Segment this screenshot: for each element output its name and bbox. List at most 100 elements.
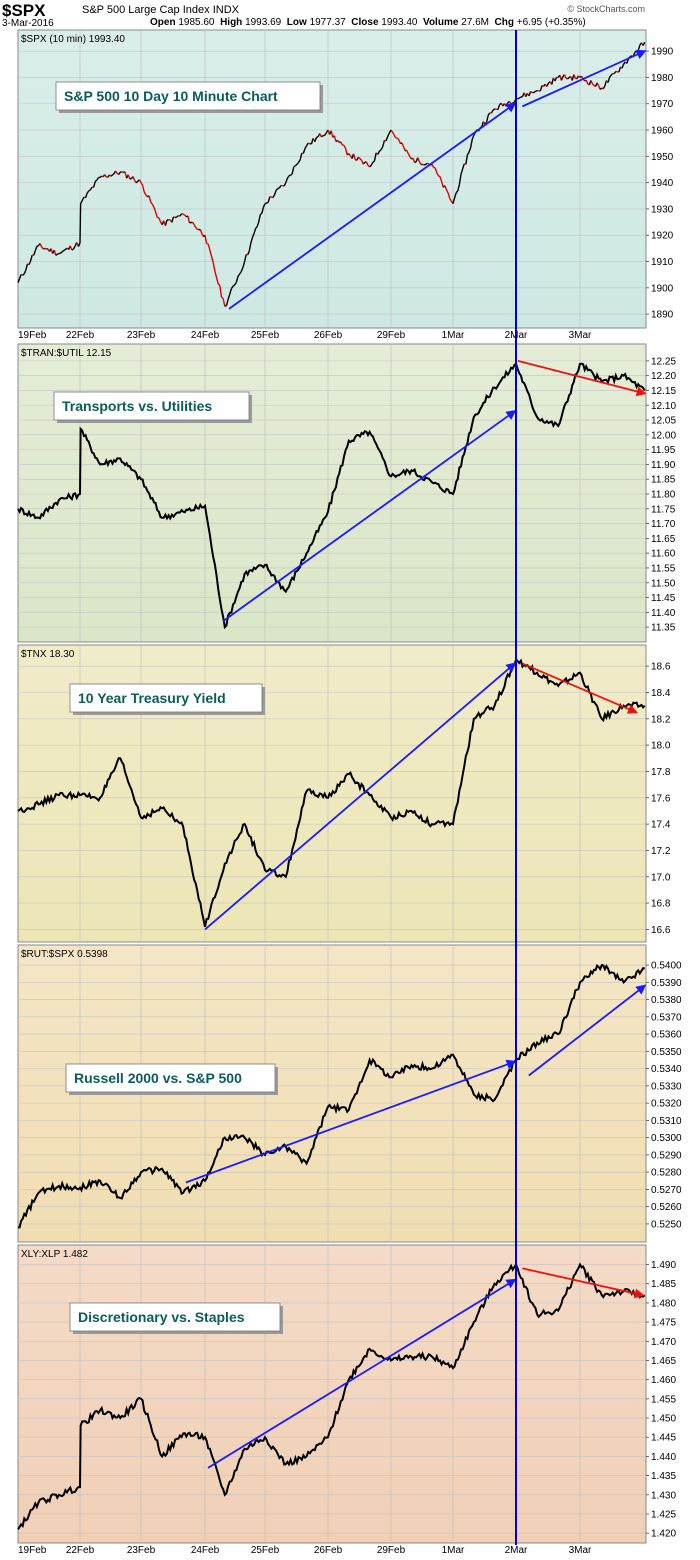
price-segment [164,219,168,226]
index-name-text: S&P 500 Large Cap Index [82,4,210,16]
price-segment [227,293,231,300]
price-segment [385,136,389,142]
price-segment [396,137,400,141]
price-segment [618,66,622,73]
price-segment [316,136,319,139]
price-segment [140,182,144,186]
x-tick-label: 3Mar [569,1545,592,1556]
price-segment [636,50,639,53]
price-segment [214,271,218,278]
price-segment [510,102,514,105]
price-segment [44,247,47,250]
price-segment [439,176,443,182]
price-segment [434,167,438,173]
price-segment [520,95,523,98]
annotation-box [53,391,250,421]
y-tick-label: 17.4 [651,820,671,831]
price-segment [148,195,152,203]
symbol-title: $SPX [2,1,46,20]
price-segment [258,214,261,223]
y-tick-label: 1.480 [651,1298,676,1309]
price-segment [285,178,289,183]
price-segment [235,276,239,283]
price-segment [535,89,538,92]
price-segment [452,197,456,204]
y-tick-label: 16.6 [651,925,671,936]
y-tick-label: 11.95 [651,445,676,456]
price-segment [154,211,158,218]
price-segment [466,151,470,156]
y-tick-label: 16.8 [651,899,671,910]
y-tick-label: 1.455 [651,1394,676,1405]
trend-arrow-blue [228,102,517,310]
panel-2: 11.35 11.40 11.45 11.50 11.55 11.60 11.65 11.70… [17,343,676,643]
price-segment [33,250,36,256]
price-segment [191,221,195,225]
price-segment [337,139,340,143]
y-tick-label: 1960 [651,126,674,137]
price-segment [229,288,233,295]
annotation-text: Transports vs. Utilities [62,398,212,414]
price-segment [69,245,73,251]
price-segment [225,299,229,306]
price-segment [71,248,74,251]
price-segment [577,75,581,78]
price-segment [256,221,260,227]
price-segment [546,82,550,87]
trend-arrow-blue [207,1278,517,1469]
price-segment [217,283,221,286]
y-tick-label: 1930 [651,204,674,215]
price-segment [367,164,371,168]
price-segment [417,157,420,162]
annotation-box [69,1302,281,1332]
y-tick-label: 1.440 [651,1452,676,1463]
price-segment [601,87,604,90]
price-segment [438,175,441,178]
x-tick-label: 29Feb [377,1545,406,1556]
panel-title: $RUT:$SPX 0.5398 [21,949,108,960]
price-segment [101,175,104,178]
price-segment [333,135,337,142]
x-tick-label: 22Feb [66,1545,95,1556]
x-tick-label: 23Feb [127,1545,156,1556]
price-segment [377,150,381,155]
low-label: Low [286,17,307,28]
y-tick-label: 0.5400 [651,961,682,972]
price-segment [104,174,107,178]
y-tick-label: 1.425 [651,1509,676,1520]
y-tick-label: 11.55 [651,563,676,574]
annotation-box [55,81,321,111]
y-tick-label: 1990 [651,47,674,58]
annotation-text: Russell 2000 vs. S&P 500 [74,1070,242,1086]
y-tick-label: 1950 [651,152,674,163]
price-segment [610,73,614,76]
y-tick-label: 1.485 [651,1279,676,1290]
price-segment [621,64,625,69]
price-segment [533,90,536,94]
price-segment [132,176,136,181]
price-segment [25,263,29,271]
y-tick-label: 11.40 [651,608,676,619]
price-segment [458,174,462,185]
price-segment [391,131,395,136]
price-segment [567,76,570,80]
x-tick-label: 1Mar [442,1545,465,1556]
price-segment [290,173,293,176]
price-segment [29,254,33,262]
price-segment [407,153,411,157]
price-segment [433,166,436,169]
annotation-box [65,1063,276,1093]
price-segment [390,129,394,133]
ohlc-readout: Open 1985.60 High 1993.69 Low 1977.37 Cl… [150,17,586,28]
y-tick-label: 18.4 [651,688,671,699]
trend-arrow-red [522,662,638,714]
price-segment [492,108,495,111]
price-segment [143,191,147,196]
y-tick-label: 0.5270 [651,1185,682,1196]
price-segment [344,148,348,155]
x-tick-label: 24Feb [191,1545,220,1556]
trend-arrow-red [517,360,647,397]
series-line [17,1262,646,1530]
price-segment [193,224,197,228]
